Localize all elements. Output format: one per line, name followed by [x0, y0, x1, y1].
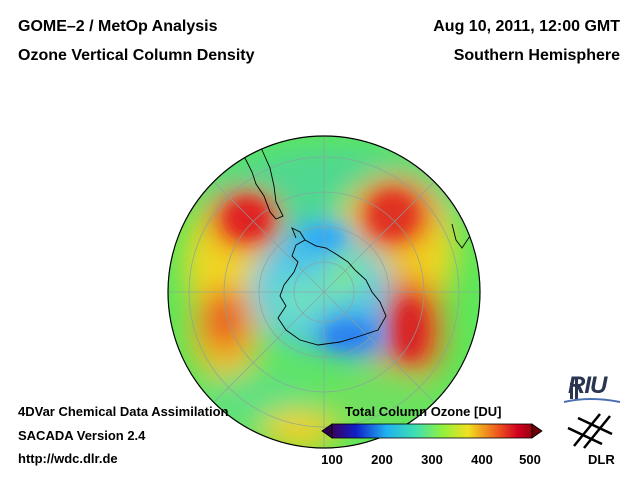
colorbar-tick: 300	[421, 452, 443, 467]
dlr-logo: DLR	[588, 452, 615, 467]
product-subtitle: Ozone Vertical Column Density	[18, 47, 255, 64]
product-title: GOME–2 / MetOp Analysis	[18, 18, 218, 35]
antarctica-coast	[277, 239, 387, 346]
footer-url[interactable]: http://wdc.dlr.de	[18, 451, 118, 466]
colorbar-title: Total Column Ozone [DU]	[345, 404, 502, 419]
graticule	[168, 136, 480, 448]
colorbar	[321, 423, 543, 439]
analysis-datetime: Aug 10, 2011, 12:00 GMT	[433, 18, 620, 35]
footer-method: 4DVar Chemical Data Assimilation	[18, 404, 229, 419]
riu-logo: RIU	[568, 372, 607, 399]
riu-logo-icon	[563, 378, 621, 403]
colorbar-tick: 100	[321, 452, 343, 467]
footer-version: SACADA Version 2.4	[18, 428, 146, 443]
antarctic-peninsula	[291, 227, 306, 241]
colorbar-tick: 200	[371, 452, 393, 467]
globe-outline	[167, 135, 481, 449]
colorbar-high-arrow	[531, 423, 543, 439]
globe	[168, 136, 480, 448]
south-america-coast	[229, 136, 284, 220]
colorbar-gradient	[331, 423, 533, 439]
dlr-logo-icon	[567, 413, 613, 449]
colorbar-tick: 500	[519, 452, 541, 467]
colorbar-tick: 400	[471, 452, 493, 467]
colorbar-low-arrow	[321, 423, 333, 439]
hemisphere-label: Southern Hemisphere	[453, 47, 620, 64]
